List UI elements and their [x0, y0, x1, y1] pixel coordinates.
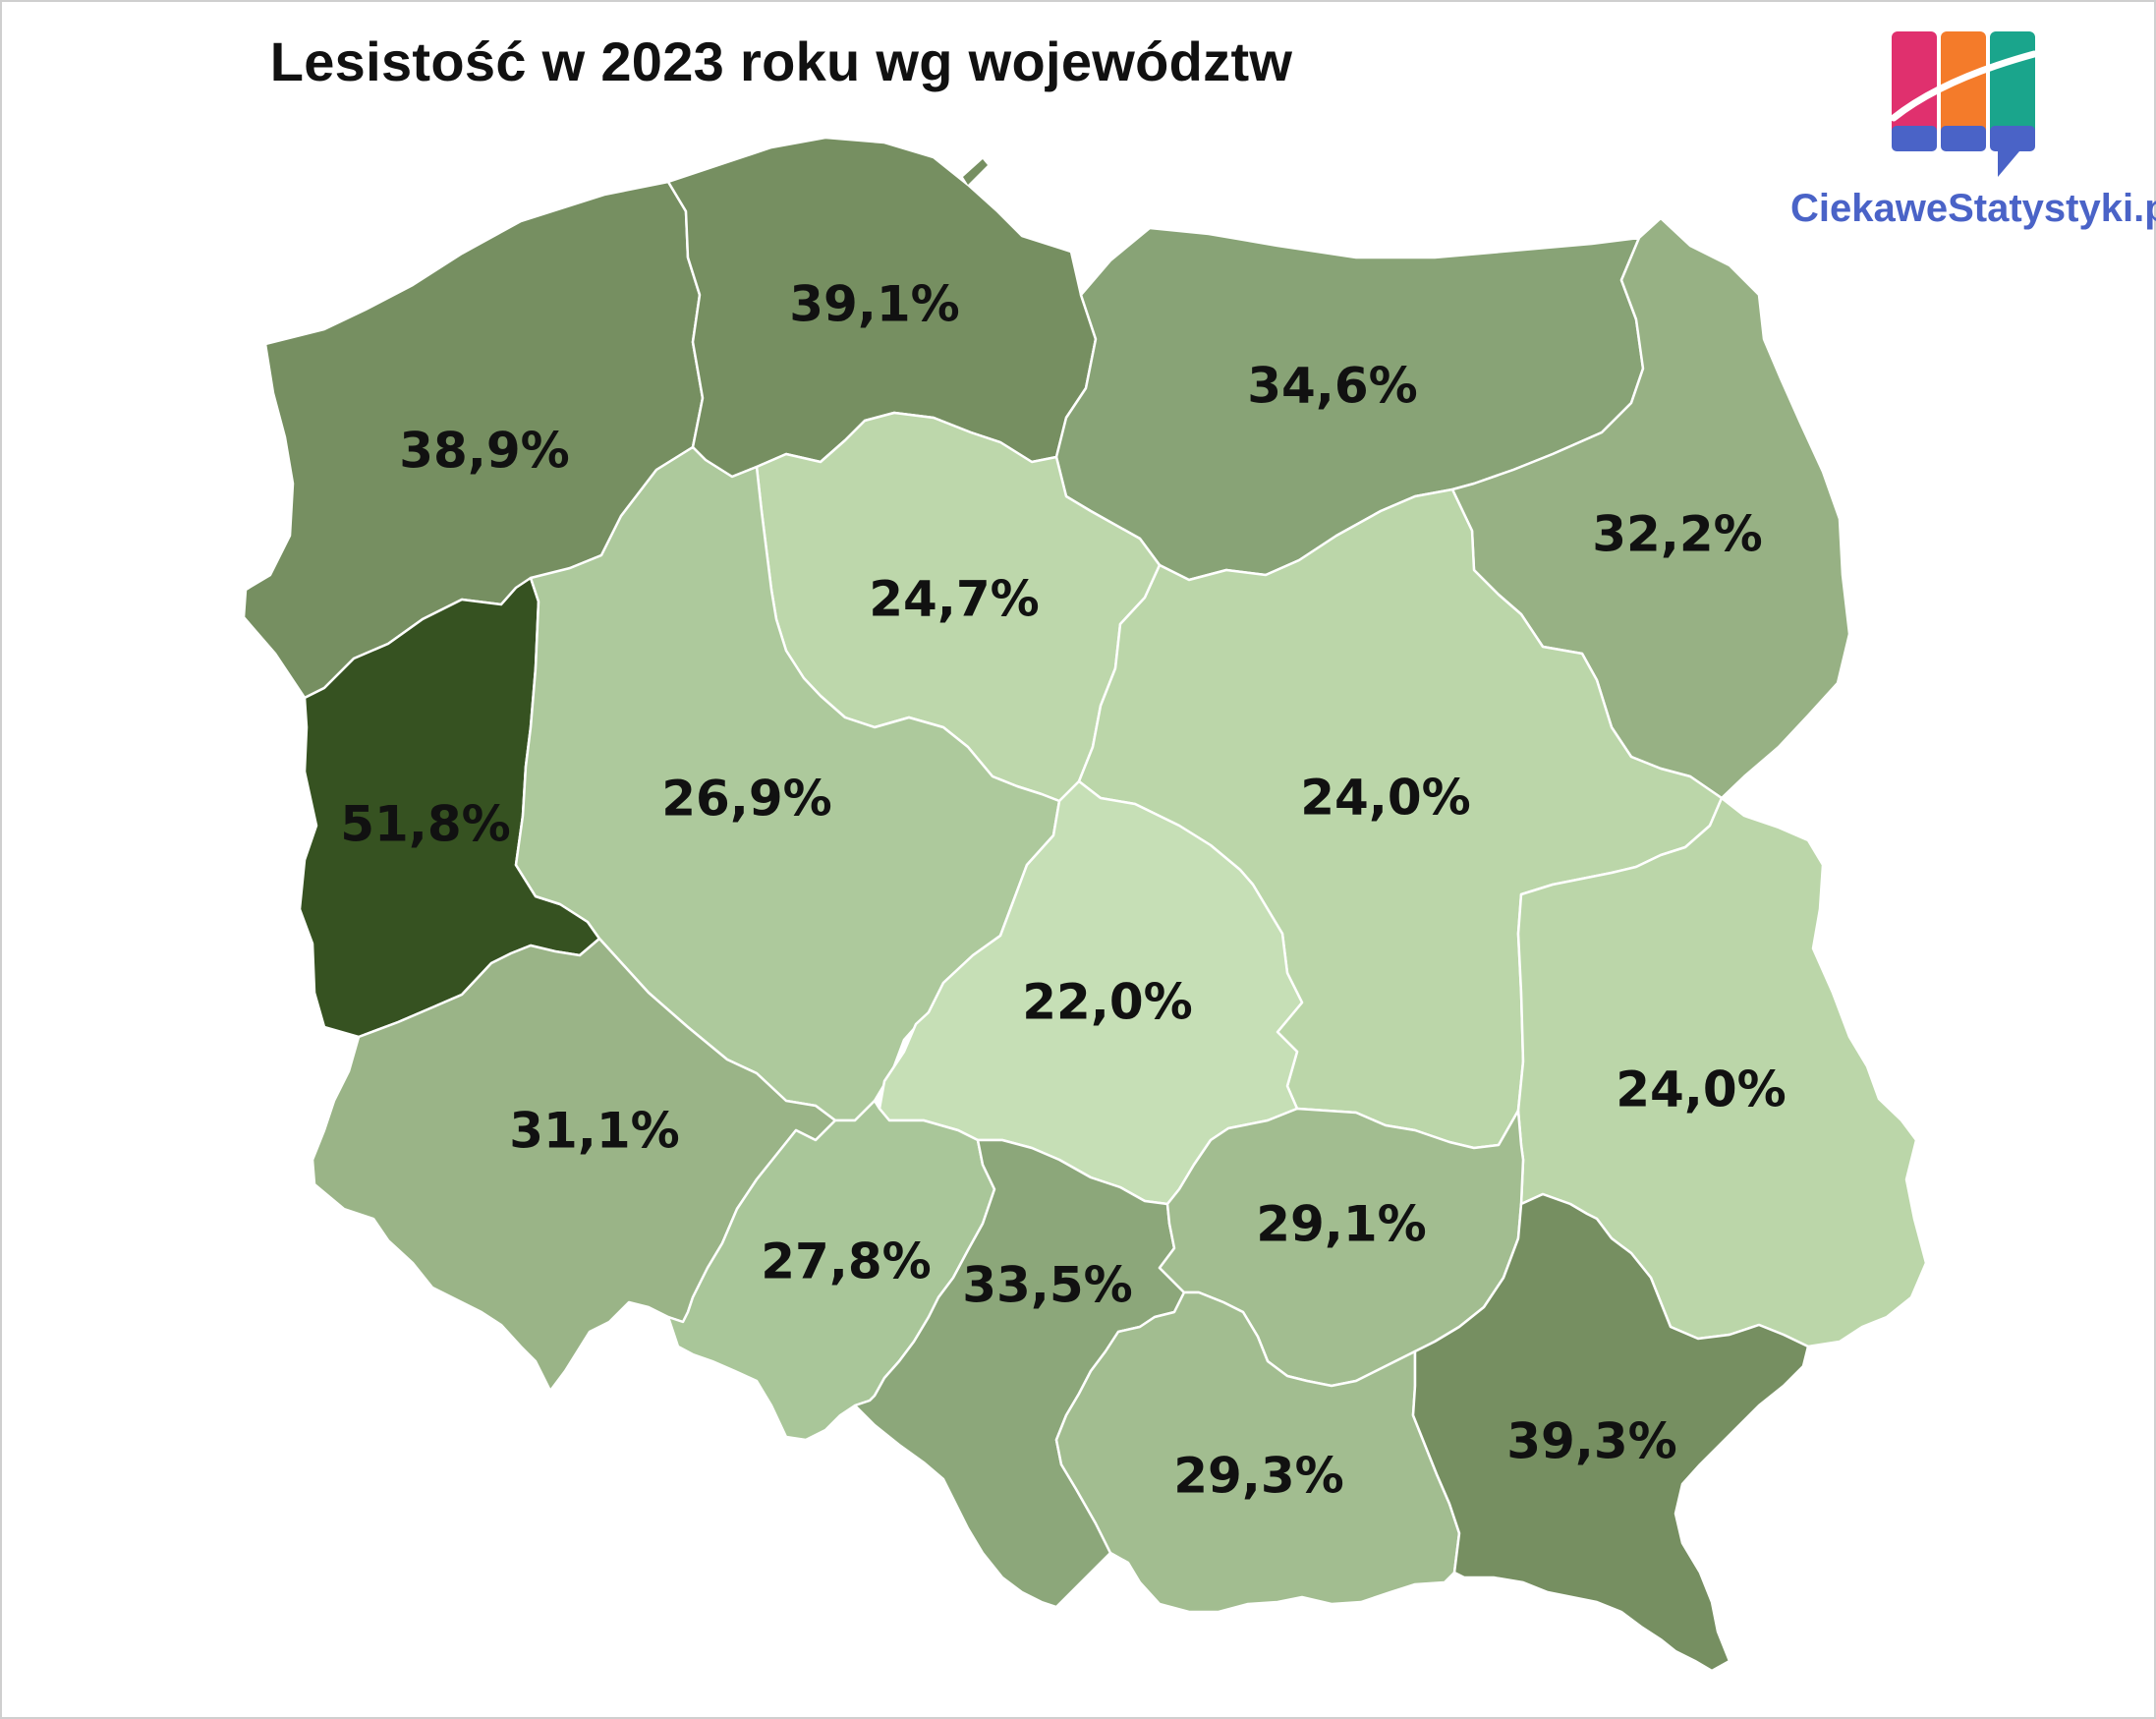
label-mazowieckie: 24,0%: [1300, 770, 1470, 827]
label-slaskie: 33,5%: [962, 1257, 1132, 1314]
label-lubuskie: 51,8%: [340, 796, 510, 853]
label-opolskie: 27,8%: [761, 1233, 931, 1290]
map-title: Lesistość w 2023 roku wg województw: [269, 30, 1293, 92]
label-lubelskie: 24,0%: [1616, 1061, 1786, 1118]
label-malopolskie: 29,3%: [1173, 1448, 1343, 1505]
label-zachodniopomorskie: 38,9%: [399, 423, 569, 480]
label-lodzkie: 22,0%: [1022, 974, 1192, 1031]
region-podkarpackie[interactable]: [1411, 1192, 1810, 1673]
label-swietokrzyskie: 29,1%: [1256, 1196, 1426, 1253]
label-podkarpackie: 39,3%: [1506, 1413, 1676, 1470]
hel-peninsula: [963, 159, 988, 185]
logo-text: CiekaweStatystyki.pl: [1790, 187, 2156, 230]
label-wielkopolskie: 26,9%: [661, 771, 831, 828]
label-dolnoslaskie: 31,1%: [509, 1103, 679, 1160]
label-podlaskie: 32,2%: [1592, 506, 1762, 563]
label-warminsko-mazurskie: 34,6%: [1247, 358, 1417, 415]
region-malopolskie[interactable]: [1054, 1290, 1461, 1614]
label-pomorskie: 39,1%: [789, 276, 959, 333]
bar-chart-logo-icon: [1890, 31, 2038, 177]
label-kujawsko-pomorskie: 24,7%: [869, 571, 1039, 628]
